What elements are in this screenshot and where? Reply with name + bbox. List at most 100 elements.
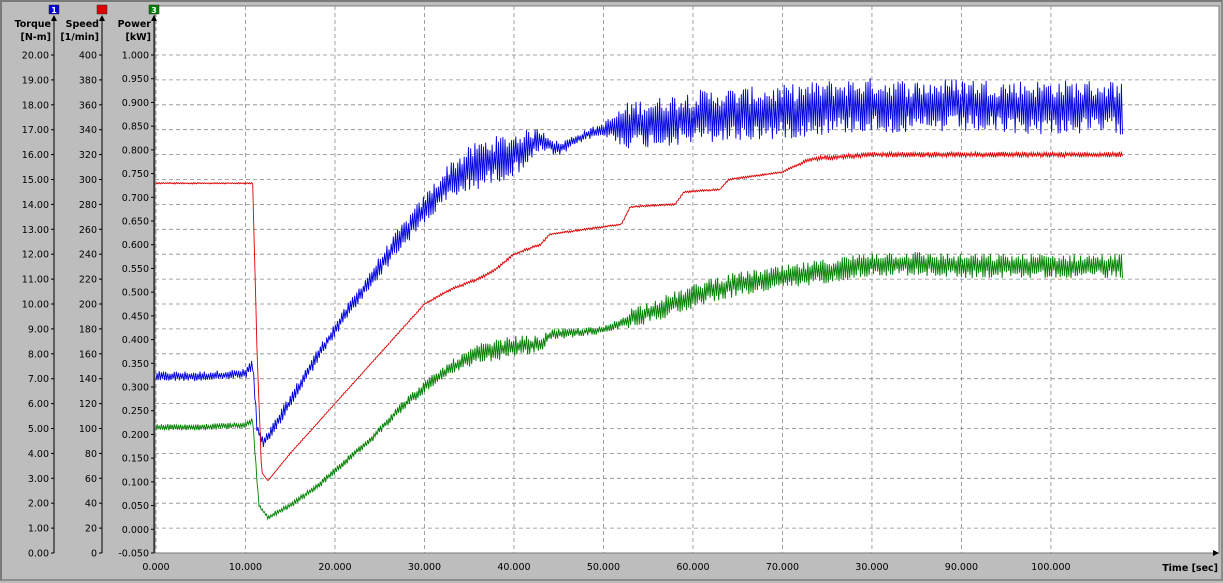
y-tick-label: 1.00 <box>28 524 49 535</box>
x-tick-label: 20.000 <box>318 562 351 573</box>
y-tick-label: 11.00 <box>22 275 49 286</box>
y-tick-label: 9.00 <box>28 324 49 335</box>
y-tick-label: 0.200 <box>122 430 149 441</box>
x-axis: 0.000 10.000 20.000 30.000 40.000 50.000 60.00… <box>142 550 1219 574</box>
y-tick-label: 10.00 <box>22 300 49 311</box>
series-line-torque <box>155 78 1123 448</box>
y-tick-label: 2.00 <box>28 499 49 510</box>
axis-marker-label: 3 <box>151 6 157 15</box>
x-tick-label: 60.000 <box>676 562 709 573</box>
y-tick-label: 7.00 <box>28 374 49 385</box>
y-tick-label: 0.950 <box>122 74 149 85</box>
y-axis-title-2: Power <box>118 19 152 30</box>
axis-arrow-icon <box>151 15 157 21</box>
y-tick-label: -0.050 <box>118 549 149 560</box>
y-tick-label: 320 <box>79 150 97 161</box>
y-tick-label: 220 <box>79 275 97 286</box>
axis-arrow-icon <box>99 15 105 21</box>
y-tick-label: 0.400 <box>122 335 149 346</box>
x-axis-arrow-icon <box>1213 550 1219 556</box>
series-line-power <box>155 252 1123 521</box>
y-tick-label: 360 <box>79 100 97 111</box>
y-tick-label: 240 <box>79 250 97 261</box>
y-tick-label: 3.00 <box>28 474 49 485</box>
y-tick-label: 1.000 <box>122 51 149 62</box>
y-tick-label: 8.00 <box>28 349 49 360</box>
x-tick-label: 0.000 <box>142 562 169 573</box>
y-tick-label: 16.00 <box>22 150 49 161</box>
y-tick-label: 17.00 <box>22 125 49 136</box>
x-tick-label: 40.000 <box>497 562 530 573</box>
y-tick-label: 18.00 <box>22 100 49 111</box>
y-tick-label: 6.00 <box>28 399 49 410</box>
y-tick-label: 160 <box>79 349 97 360</box>
grid-lines <box>155 6 1219 553</box>
y-tick-label: 20.00 <box>22 51 49 62</box>
x-tick-label: 30.000 <box>408 562 441 573</box>
series-lines <box>155 78 1123 521</box>
y-tick-label: 0.000 <box>122 525 149 536</box>
y-axis-unit-2: [kW] <box>126 32 151 43</box>
y-tick-label: 100 <box>79 424 97 435</box>
y-tick-label: 0.900 <box>122 98 149 109</box>
y-tick-label: 400 <box>79 51 97 62</box>
y-tick-label: 19.00 <box>22 75 49 86</box>
y-tick-label: 0.500 <box>122 288 149 299</box>
y-tick-label: 0.800 <box>122 145 149 156</box>
y-tick-label: 300 <box>79 175 97 186</box>
axis-marker-label: 1 <box>51 6 57 15</box>
y-tick-label: 5.00 <box>28 424 49 435</box>
y-tick-label: 140 <box>79 374 97 385</box>
y-tick-label: 40 <box>85 499 97 510</box>
y-tick-label: 120 <box>79 399 97 410</box>
x-tick-label: 30.000 <box>855 562 888 573</box>
y-tick-label: 0.350 <box>122 359 149 370</box>
y-tick-label: 0.750 <box>122 169 149 180</box>
y-tick-label: 0.00 <box>28 549 49 560</box>
axis-marker-0 <box>48 4 60 15</box>
y-axis-title-1: Speed <box>66 19 99 30</box>
y-tick-label: 180 <box>79 324 97 335</box>
x-tick-label: 10.000 <box>229 562 262 573</box>
y-tick-label: 13.00 <box>22 225 49 236</box>
y-tick-label: 380 <box>79 75 97 86</box>
y-tick-label: 60 <box>85 474 97 485</box>
y-tick-label: 0.550 <box>122 264 149 275</box>
x-tick-label: 90.000 <box>945 562 978 573</box>
y-tick-label: 80 <box>85 449 97 460</box>
y-tick-label: 0.600 <box>122 240 149 251</box>
y-tick-label: 0.050 <box>122 501 149 512</box>
y-tick-label: 0.150 <box>122 454 149 465</box>
y-tick-label: 0.450 <box>122 311 149 322</box>
y-tick-label: 4.00 <box>28 449 49 460</box>
y-axis-unit-1: [1/min] <box>60 32 99 43</box>
y-tick-label: 260 <box>79 225 97 236</box>
axis-marker-1 <box>96 4 108 15</box>
y-tick-label: 0.650 <box>122 217 149 228</box>
x-tick-label: 50.000 <box>587 562 620 573</box>
y-axis-unit-0: [N-m] <box>21 32 51 43</box>
y-tick-label: 0.250 <box>122 406 149 417</box>
y-tick-label: 0.700 <box>122 193 149 204</box>
y-tick-label: 280 <box>79 200 97 211</box>
axis-arrow-icon <box>51 15 57 21</box>
x-tick-label: 100.000 <box>1031 562 1070 573</box>
y-axis-title-0: Torque <box>15 19 51 30</box>
y-tick-label: 20 <box>85 524 97 535</box>
y-tick-label: 0.100 <box>122 477 149 488</box>
axis-marker-2 <box>148 4 160 15</box>
y-tick-label: 0.300 <box>122 383 149 394</box>
x-axis-title: Time [sec] <box>1162 563 1218 574</box>
y-tick-label: 0 <box>91 549 97 560</box>
y-tick-label: 15.00 <box>22 175 49 186</box>
y-tick-label: 200 <box>79 300 97 311</box>
y-tick-label: 340 <box>79 125 97 136</box>
series-line-speed <box>155 150 1123 482</box>
x-tick-label: 70.000 <box>766 562 799 573</box>
y-tick-label: 14.00 <box>22 200 49 211</box>
y-tick-label: 12.00 <box>22 250 49 261</box>
y-tick-label: 0.850 <box>122 122 149 133</box>
